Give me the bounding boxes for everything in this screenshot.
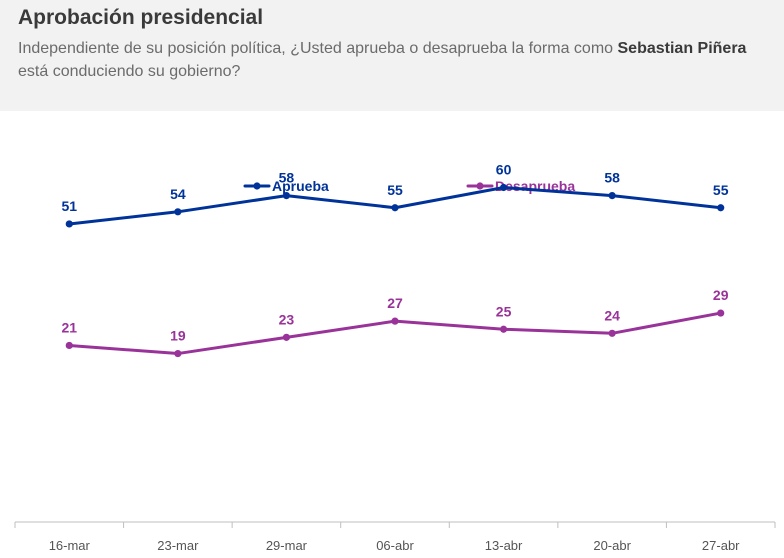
x-tick-label: 13-abr: [485, 538, 523, 553]
data-label-aprueba: 58: [604, 170, 620, 186]
data-point-aprueba: [282, 192, 291, 200]
data-label-desaprueba: 24: [604, 307, 620, 323]
data-label-aprueba: 55: [387, 182, 403, 198]
x-tick-label: 27-abr: [702, 538, 740, 553]
data-point-aprueba: [174, 208, 182, 216]
chart-title: Aprobación presidencial: [18, 6, 264, 29]
x-tick-label: 29-mar: [266, 538, 308, 553]
data-label-desaprueba: 25: [496, 303, 512, 319]
data-label-aprueba: 58: [279, 170, 295, 186]
data-label-desaprueba: 19: [170, 328, 186, 344]
data-point-desaprueba: [282, 333, 291, 341]
data-label-desaprueba: 29: [713, 287, 729, 303]
data-point-desaprueba: [65, 341, 73, 350]
data-point-desaprueba: [391, 317, 399, 325]
data-label-aprueba: 60: [496, 162, 512, 178]
chart-header: Aprobación presidencial Independiente de…: [0, 0, 784, 111]
data-label-aprueba: 54: [170, 186, 186, 202]
data-point-aprueba: [65, 220, 73, 228]
legend-marker: [253, 182, 261, 190]
data-point-desaprueba: [174, 349, 182, 358]
legend-entry-aprueba: Aprueba: [243, 178, 329, 194]
subtitle-text-before: Independiente de su posición política, ¿…: [18, 40, 618, 57]
data-label-desaprueba: 27: [387, 295, 403, 311]
data-point-desaprueba: [608, 329, 616, 337]
line-chart: Aprueba Desaprueba 51 54 58 55 60 58 55 21 19 23 27…: [14, 162, 776, 553]
data-label-desaprueba: 23: [279, 311, 295, 327]
x-tick-label: 16-mar: [49, 538, 91, 553]
x-tick-label: 06-abr: [376, 538, 414, 553]
line-chart-area: Aprueba Desaprueba 51 54 58 55 60 58 55 21 19 23 27…: [0, 111, 784, 558]
data-label-desaprueba: 21: [61, 319, 77, 335]
data-point-aprueba: [499, 183, 508, 192]
subtitle-text-after: está conduciendo su gobierno?: [18, 63, 241, 80]
legend: Aprueba Desaprueba: [243, 178, 575, 194]
x-tick-label: 20-abr: [593, 538, 631, 553]
data-point-desaprueba: [717, 309, 725, 317]
legend-marker: [476, 182, 484, 190]
data-point-aprueba: [391, 204, 399, 212]
x-tick-label: 23-mar: [157, 538, 199, 553]
subtitle-president-name: Sebastian Piñera: [617, 40, 747, 57]
x-axis: 16-mar 23-mar 29-mar 06-abr 13-abr 20-abr 27-a…: [14, 521, 776, 553]
chart-subtitle: Independiente de su posición política, ¿…: [18, 37, 758, 83]
legend-label: Aprueba: [272, 178, 329, 194]
data-label-aprueba: 55: [713, 182, 729, 198]
data-point-aprueba: [608, 192, 616, 200]
data-point-desaprueba: [499, 325, 508, 333]
data-point-aprueba: [717, 204, 725, 212]
series-lines: 51 54 58 55 60 58 55 21 19 23 27 25 24 29: [61, 162, 729, 358]
data-label-aprueba: 51: [61, 198, 77, 214]
